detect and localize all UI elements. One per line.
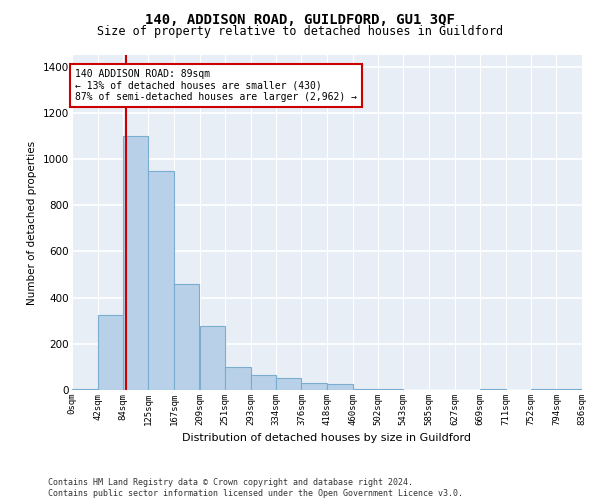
Bar [353, 389, 378, 390]
Bar [480, 389, 506, 390]
Bar [148, 170, 174, 390]
Bar [72, 389, 98, 390]
Bar [556, 389, 582, 390]
Bar [301, 383, 327, 390]
Text: Contains HM Land Registry data © Crown copyright and database right 2024.
Contai: Contains HM Land Registry data © Crown c… [48, 478, 463, 498]
Bar [199, 326, 225, 390]
Text: Size of property relative to detached houses in Guildford: Size of property relative to detached ho… [97, 25, 503, 38]
Bar [123, 136, 148, 390]
Bar [251, 375, 276, 390]
Bar [174, 284, 199, 390]
Text: 140 ADDISON ROAD: 89sqm
← 13% of detached houses are smaller (430)
87% of semi-d: 140 ADDISON ROAD: 89sqm ← 13% of detache… [75, 69, 357, 102]
Bar [98, 315, 123, 390]
Text: 140, ADDISON ROAD, GUILDFORD, GU1 3QF: 140, ADDISON ROAD, GUILDFORD, GU1 3QF [145, 12, 455, 26]
Bar [531, 389, 556, 390]
Bar [276, 378, 301, 390]
X-axis label: Distribution of detached houses by size in Guildford: Distribution of detached houses by size … [182, 434, 472, 444]
Y-axis label: Number of detached properties: Number of detached properties [28, 140, 37, 304]
Bar [378, 389, 403, 390]
Bar [225, 367, 251, 390]
Bar [327, 384, 353, 390]
